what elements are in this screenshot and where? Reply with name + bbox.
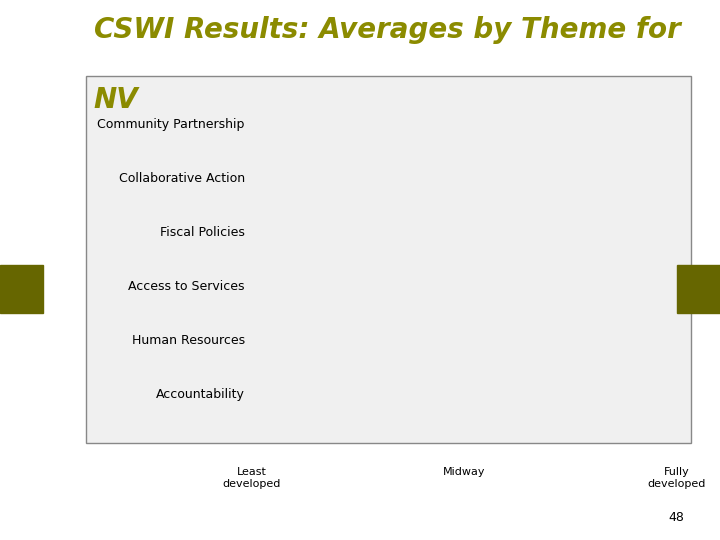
Text: Fully
developed: Fully developed <box>647 467 706 489</box>
Bar <box>252 218 384 247</box>
Bar <box>252 272 411 301</box>
Text: Human Resources: Human Resources <box>132 334 245 347</box>
Text: Midway: Midway <box>443 467 486 477</box>
Text: Collaborative Action: Collaborative Action <box>119 172 245 185</box>
Text: Accountability: Accountability <box>156 388 245 401</box>
Title: Theme mean: Theme mean <box>414 77 515 92</box>
Text: Fiscal Policies: Fiscal Policies <box>160 226 245 239</box>
Text: CSWI Results: Averages by Theme for: CSWI Results: Averages by Theme for <box>94 16 680 44</box>
Bar <box>252 110 422 139</box>
Text: NV: NV <box>94 86 138 114</box>
Bar <box>252 325 438 355</box>
Bar <box>252 379 411 409</box>
Bar <box>252 164 464 193</box>
Text: Least
developed: Least developed <box>222 467 282 489</box>
Text: Access to Services: Access to Services <box>128 280 245 293</box>
Text: Community Partnership: Community Partnership <box>97 118 245 131</box>
Text: 48: 48 <box>668 511 684 524</box>
